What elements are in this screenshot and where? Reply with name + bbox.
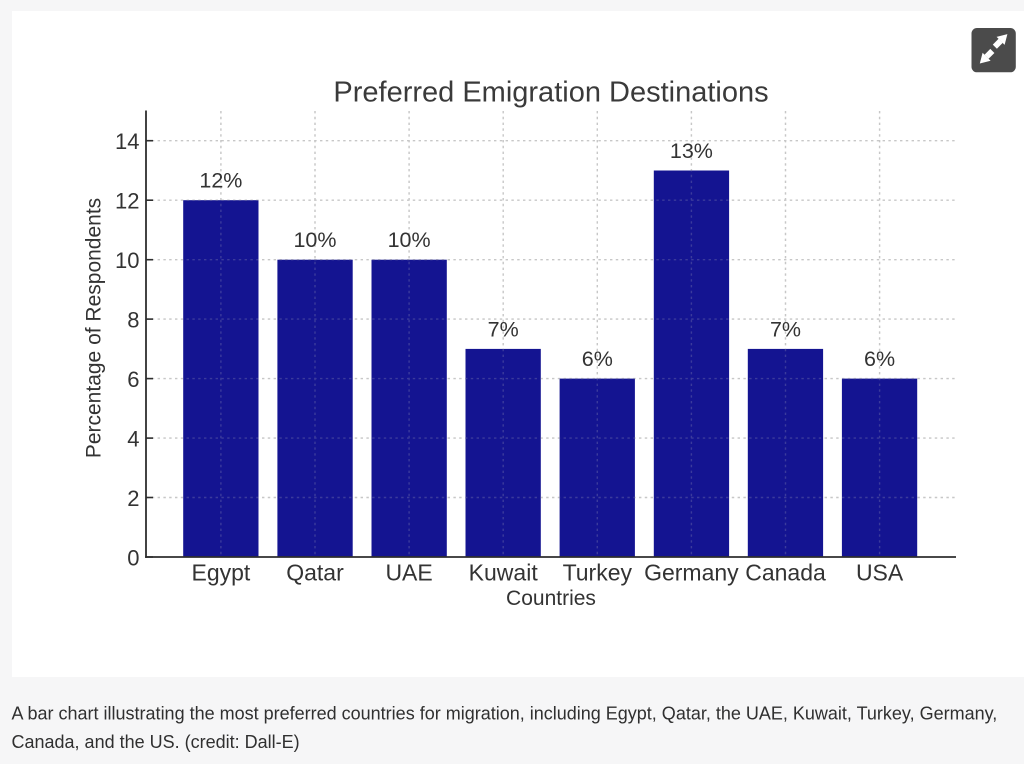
- svg-text:Canada, and the US. (credit: D: Canada, and the US. (credit: Dall-E): [12, 732, 300, 752]
- svg-text:6%: 6%: [864, 347, 895, 371]
- svg-text:Percentage of Respondents: Percentage of Respondents: [83, 198, 106, 458]
- svg-text:12%: 12%: [199, 169, 242, 193]
- svg-text:Preferred Emigration Destinati: Preferred Emigration Destinations: [333, 77, 768, 109]
- svg-text:Turkey: Turkey: [563, 560, 633, 586]
- svg-text:8: 8: [127, 308, 139, 333]
- svg-text:14: 14: [115, 129, 139, 154]
- svg-text:Countries: Countries: [506, 587, 596, 610]
- svg-text:12: 12: [115, 189, 139, 214]
- svg-text:13%: 13%: [670, 139, 713, 163]
- svg-text:Germany: Germany: [644, 560, 739, 586]
- svg-text:6%: 6%: [582, 347, 613, 371]
- svg-text:10%: 10%: [388, 228, 431, 252]
- svg-text:6: 6: [127, 367, 139, 392]
- svg-text:USA: USA: [856, 560, 904, 586]
- svg-text:10: 10: [115, 248, 139, 273]
- svg-text:2: 2: [127, 486, 139, 511]
- svg-text:Egypt: Egypt: [191, 560, 250, 586]
- svg-text:10%: 10%: [293, 228, 336, 252]
- svg-text:0: 0: [127, 546, 139, 571]
- svg-text:Qatar: Qatar: [286, 560, 344, 586]
- svg-text:Canada: Canada: [745, 560, 826, 586]
- svg-text:UAE: UAE: [385, 560, 432, 586]
- svg-text:4: 4: [127, 427, 139, 452]
- svg-text:7%: 7%: [770, 317, 801, 341]
- svg-text:Kuwait: Kuwait: [469, 560, 539, 586]
- svg-text:7%: 7%: [488, 317, 519, 341]
- svg-text:A bar chart illustrating the m: A bar chart illustrating the most prefer…: [12, 704, 998, 724]
